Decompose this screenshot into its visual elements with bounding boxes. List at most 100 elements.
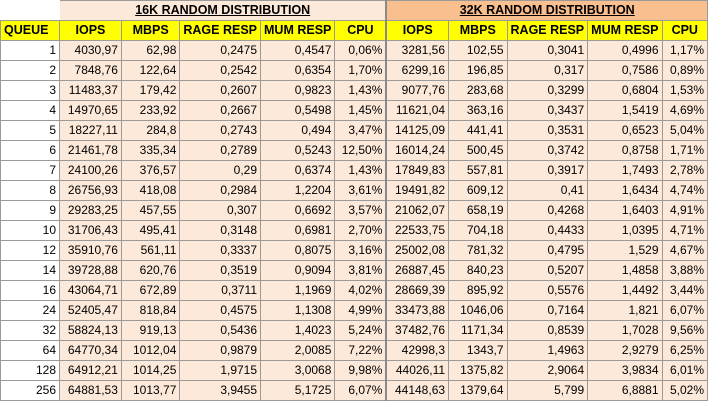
- cpu-16k-cell[interactable]: 1,43%: [334, 80, 388, 101]
- max-resp-16k-cell[interactable]: 0,6374: [260, 160, 336, 181]
- avg-resp-16k-cell[interactable]: 0,5436: [179, 320, 262, 341]
- avg-resp-32k-cell[interactable]: 0,41: [506, 180, 589, 201]
- iops-32k-cell[interactable]: 44148,63: [385, 380, 450, 401]
- max-resp-32k-cell[interactable]: 0,4996: [587, 40, 663, 61]
- cpu-32k-cell[interactable]: 6,25%: [661, 340, 708, 361]
- iops-32k-cell[interactable]: 16014,24: [385, 140, 450, 161]
- cpu-32k-cell[interactable]: 1,71%: [661, 140, 708, 161]
- iops-16k-cell[interactable]: 29283,25: [59, 200, 122, 221]
- mbps-32k-cell[interactable]: 363,16: [448, 100, 508, 121]
- cpu-32k-cell[interactable]: 4,74%: [661, 180, 708, 201]
- header-32k-avg-resp[interactable]: RAGE RESP: [506, 20, 589, 41]
- iops-16k-cell[interactable]: 64912,21: [59, 360, 122, 381]
- avg-resp-32k-cell[interactable]: 0,4795: [506, 240, 589, 261]
- queue-cell[interactable]: 32: [0, 320, 61, 341]
- iops-16k-cell[interactable]: 58824,13: [59, 320, 122, 341]
- header-queue[interactable]: QUEUE: [0, 20, 61, 41]
- cpu-16k-cell[interactable]: 12,50%: [334, 140, 388, 161]
- iops-16k-cell[interactable]: 35910,76: [59, 240, 122, 261]
- avg-resp-32k-cell[interactable]: 5,799: [506, 380, 589, 401]
- cpu-16k-cell[interactable]: 3,81%: [334, 260, 388, 281]
- queue-cell[interactable]: 3: [0, 80, 61, 101]
- queue-cell[interactable]: 5: [0, 120, 61, 141]
- iops-32k-cell[interactable]: 21062,07: [385, 200, 450, 221]
- iops-16k-cell[interactable]: 4030,97: [59, 40, 122, 61]
- avg-resp-32k-cell[interactable]: 1,4963: [506, 340, 589, 361]
- cpu-16k-cell[interactable]: 6,07%: [334, 380, 388, 401]
- max-resp-16k-cell[interactable]: 2,0085: [260, 340, 336, 361]
- cpu-32k-cell[interactable]: 3,88%: [661, 260, 708, 281]
- queue-cell[interactable]: 8: [0, 180, 61, 201]
- max-resp-32k-cell[interactable]: 1,821: [587, 300, 663, 321]
- group-title-32k[interactable]: 32K RANDOM DISTRIBUTION: [385, 0, 708, 21]
- iops-32k-cell[interactable]: 22533,75: [385, 220, 450, 241]
- iops-16k-cell[interactable]: 26756,93: [59, 180, 122, 201]
- avg-resp-32k-cell[interactable]: 0,4433: [506, 220, 589, 241]
- avg-resp-32k-cell[interactable]: 2,9064: [506, 360, 589, 381]
- cpu-16k-cell[interactable]: 7,22%: [334, 340, 388, 361]
- avg-resp-16k-cell[interactable]: 0,3148: [179, 220, 262, 241]
- iops-32k-cell[interactable]: 33473,88: [385, 300, 450, 321]
- cpu-32k-cell[interactable]: 6,01%: [661, 360, 708, 381]
- max-resp-32k-cell[interactable]: 1,529: [587, 240, 663, 261]
- mbps-16k-cell[interactable]: 376,57: [120, 160, 181, 181]
- avg-resp-32k-cell[interactable]: 0,3041: [506, 40, 589, 61]
- mbps-16k-cell[interactable]: 1013,77: [120, 380, 181, 401]
- max-resp-32k-cell[interactable]: 1,5419: [587, 100, 663, 121]
- max-resp-32k-cell[interactable]: 1,6434: [587, 180, 663, 201]
- mbps-32k-cell[interactable]: 704,18: [448, 220, 508, 241]
- max-resp-16k-cell[interactable]: 1,2204: [260, 180, 336, 201]
- group-title-16k[interactable]: 16K RANDOM DISTRIBUTION: [59, 0, 388, 21]
- max-resp-16k-cell[interactable]: 0,5243: [260, 140, 336, 161]
- header-32k-iops[interactable]: IOPS: [385, 20, 450, 41]
- avg-resp-32k-cell[interactable]: 0,4268: [506, 200, 589, 221]
- max-resp-16k-cell[interactable]: 3,0068: [260, 360, 336, 381]
- cpu-16k-cell[interactable]: 1,45%: [334, 100, 388, 121]
- mbps-16k-cell[interactable]: 335,34: [120, 140, 181, 161]
- mbps-32k-cell[interactable]: 1171,34: [448, 320, 508, 341]
- iops-16k-cell[interactable]: 14970,65: [59, 100, 122, 121]
- cpu-32k-cell[interactable]: 5,02%: [661, 380, 708, 401]
- cpu-16k-cell[interactable]: 3,47%: [334, 120, 388, 141]
- iops-16k-cell[interactable]: 7848,76: [59, 60, 122, 81]
- header-16k-iops[interactable]: IOPS: [59, 20, 122, 41]
- avg-resp-16k-cell[interactable]: 0,307: [179, 200, 262, 221]
- mbps-16k-cell[interactable]: 233,92: [120, 100, 181, 121]
- mbps-32k-cell[interactable]: 658,19: [448, 200, 508, 221]
- queue-cell[interactable]: 7: [0, 160, 61, 181]
- iops-16k-cell[interactable]: 64881,53: [59, 380, 122, 401]
- iops-16k-cell[interactable]: 11483,37: [59, 80, 122, 101]
- queue-cell[interactable]: 256: [0, 380, 61, 401]
- max-resp-32k-cell[interactable]: 0,6523: [587, 120, 663, 141]
- max-resp-16k-cell[interactable]: 0,494: [260, 120, 336, 141]
- iops-16k-cell[interactable]: 43064,71: [59, 280, 122, 301]
- queue-cell[interactable]: 9: [0, 200, 61, 221]
- max-resp-32k-cell[interactable]: 2,9279: [587, 340, 663, 361]
- cpu-16k-cell[interactable]: 3,61%: [334, 180, 388, 201]
- avg-resp-16k-cell[interactable]: 0,3711: [179, 280, 262, 301]
- iops-16k-cell[interactable]: 64770,34: [59, 340, 122, 361]
- iops-16k-cell[interactable]: 52405,47: [59, 300, 122, 321]
- max-resp-32k-cell[interactable]: 1,7028: [587, 320, 663, 341]
- cpu-16k-cell[interactable]: 3,57%: [334, 200, 388, 221]
- iops-32k-cell[interactable]: 44026,11: [385, 360, 450, 381]
- header-32k-mbps[interactable]: MBPS: [448, 20, 508, 41]
- avg-resp-16k-cell[interactable]: 0,2789: [179, 140, 262, 161]
- iops-32k-cell[interactable]: 28669,39: [385, 280, 450, 301]
- cpu-16k-cell[interactable]: 4,02%: [334, 280, 388, 301]
- avg-resp-16k-cell[interactable]: 0,2542: [179, 60, 262, 81]
- max-resp-16k-cell[interactable]: 0,5498: [260, 100, 336, 121]
- mbps-32k-cell[interactable]: 1379,64: [448, 380, 508, 401]
- cpu-16k-cell[interactable]: 0,06%: [334, 40, 388, 61]
- max-resp-32k-cell[interactable]: 1,4858: [587, 260, 663, 281]
- avg-resp-16k-cell[interactable]: 3,9455: [179, 380, 262, 401]
- mbps-16k-cell[interactable]: 620,76: [120, 260, 181, 281]
- cpu-16k-cell[interactable]: 5,24%: [334, 320, 388, 341]
- header-16k-cpu[interactable]: CPU: [334, 20, 388, 41]
- mbps-32k-cell[interactable]: 196,85: [448, 60, 508, 81]
- cpu-16k-cell[interactable]: 1,43%: [334, 160, 388, 181]
- mbps-16k-cell[interactable]: 818,84: [120, 300, 181, 321]
- blank-cell[interactable]: [0, 0, 61, 21]
- iops-32k-cell[interactable]: 14125,09: [385, 120, 450, 141]
- max-resp-32k-cell[interactable]: 1,7493: [587, 160, 663, 181]
